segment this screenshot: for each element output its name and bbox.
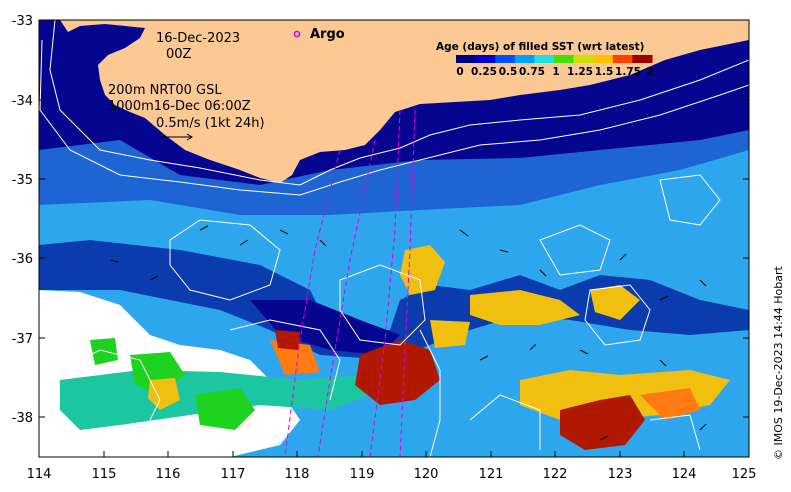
age-yellow-patch-1 (148, 378, 180, 410)
age-yellow-patch-5 (430, 320, 470, 348)
colorbar-swatch (475, 55, 496, 63)
x-tick-label: 123 (608, 467, 633, 482)
ocean-deep-core-region (250, 300, 400, 355)
age-yellow-patch-4 (590, 285, 640, 320)
colorbar-swatch (593, 55, 614, 63)
colorbar-swatch (573, 55, 594, 63)
colorbar-tick: 0.75 (519, 66, 545, 78)
y-tick-label: -33 (12, 14, 33, 29)
colorbar-swatch (514, 55, 535, 63)
x-tick-label: 124 (672, 467, 697, 482)
age-dark-red-patch-2 (560, 395, 645, 450)
y-axis: -33 -34 -35 -36 -37 -38 (12, 14, 749, 426)
ocean-dark-eddy-region (39, 240, 749, 360)
map-date: 16-Dec-2023 (156, 31, 240, 46)
colorbar-tick: 0.25 (471, 66, 497, 78)
age-dark-red-patch-1 (355, 340, 440, 405)
x-axis: 114 115 116 117 118 119 120 121 122 123 … (27, 451, 757, 482)
colorbar-tick: 2 (646, 66, 653, 78)
colorbar-title: Age (days) of filled SST (wrt latest) (436, 41, 644, 53)
colorbar-tick: 1 (552, 66, 559, 78)
x-tick-label: 125 (732, 467, 757, 482)
argo-float-tracks (284, 109, 416, 457)
y-tick-label: -37 (12, 332, 33, 347)
x-tick-label: 115 (92, 467, 117, 482)
map-plot-area (39, 20, 749, 457)
age-yellow-patch-2 (400, 245, 445, 295)
colorbar-swatch (495, 55, 516, 63)
colorbar-tick: 0.5 (499, 66, 518, 78)
plot-frame (38, 19, 750, 458)
y-tick-label: -36 (12, 252, 33, 267)
colorbar-swatch (456, 55, 477, 63)
isobath-contours (39, 20, 749, 457)
colorbar-swatches (456, 55, 653, 63)
y-tick-label: -34 (12, 94, 33, 109)
x-tick-label: 114 (27, 467, 52, 482)
y-tick-label: -35 (12, 173, 33, 188)
colorbar-swatch (534, 55, 555, 63)
colorbar-tick: 1.75 (615, 66, 641, 78)
map-time: 00Z (166, 47, 192, 62)
x-tick-label: 121 (479, 467, 504, 482)
age-green-patch-2 (195, 388, 255, 430)
vector-scale-arrow (160, 133, 193, 141)
x-tick-label: 122 (543, 467, 568, 482)
x-tick-label: 116 (156, 467, 181, 482)
x-tick-label: 120 (414, 467, 439, 482)
age-yellow-patch-3 (470, 290, 580, 325)
x-tick-label: 117 (221, 467, 246, 482)
x-tick-label: 118 (285, 467, 310, 482)
depth-label-200m: 200m NRT00 GSL (108, 83, 222, 98)
colorbar-tick: 0 (456, 66, 463, 78)
vector-scale-label: 0.5m/s (1kt 24h) (156, 116, 265, 131)
y-tick-label: -38 (12, 411, 33, 426)
argo-marker-icon (293, 30, 301, 38)
imos-credit: © IMOS 19-Dec-2023 14:44 Hobart (772, 265, 785, 460)
colorbar-tick: 1.25 (567, 66, 593, 78)
colorbar: Age (days) of filled SST (wrt latest) 0 … (436, 41, 654, 78)
age-dark-red-patch-3 (275, 330, 300, 350)
age-orange-patch-2 (640, 388, 700, 420)
velocity-vectors (109, 225, 707, 441)
colorbar-swatch (554, 55, 575, 63)
colorbar-swatch (632, 55, 653, 63)
colorbar-tick: 1.5 (595, 66, 614, 78)
depth-label-1000m: 1000m16-Dec 06:00Z (108, 99, 251, 114)
age-orange-patch-1 (270, 340, 320, 375)
argo-legend-label: Argo (310, 27, 345, 42)
colorbar-swatch (612, 55, 633, 63)
x-tick-label: 119 (350, 467, 375, 482)
